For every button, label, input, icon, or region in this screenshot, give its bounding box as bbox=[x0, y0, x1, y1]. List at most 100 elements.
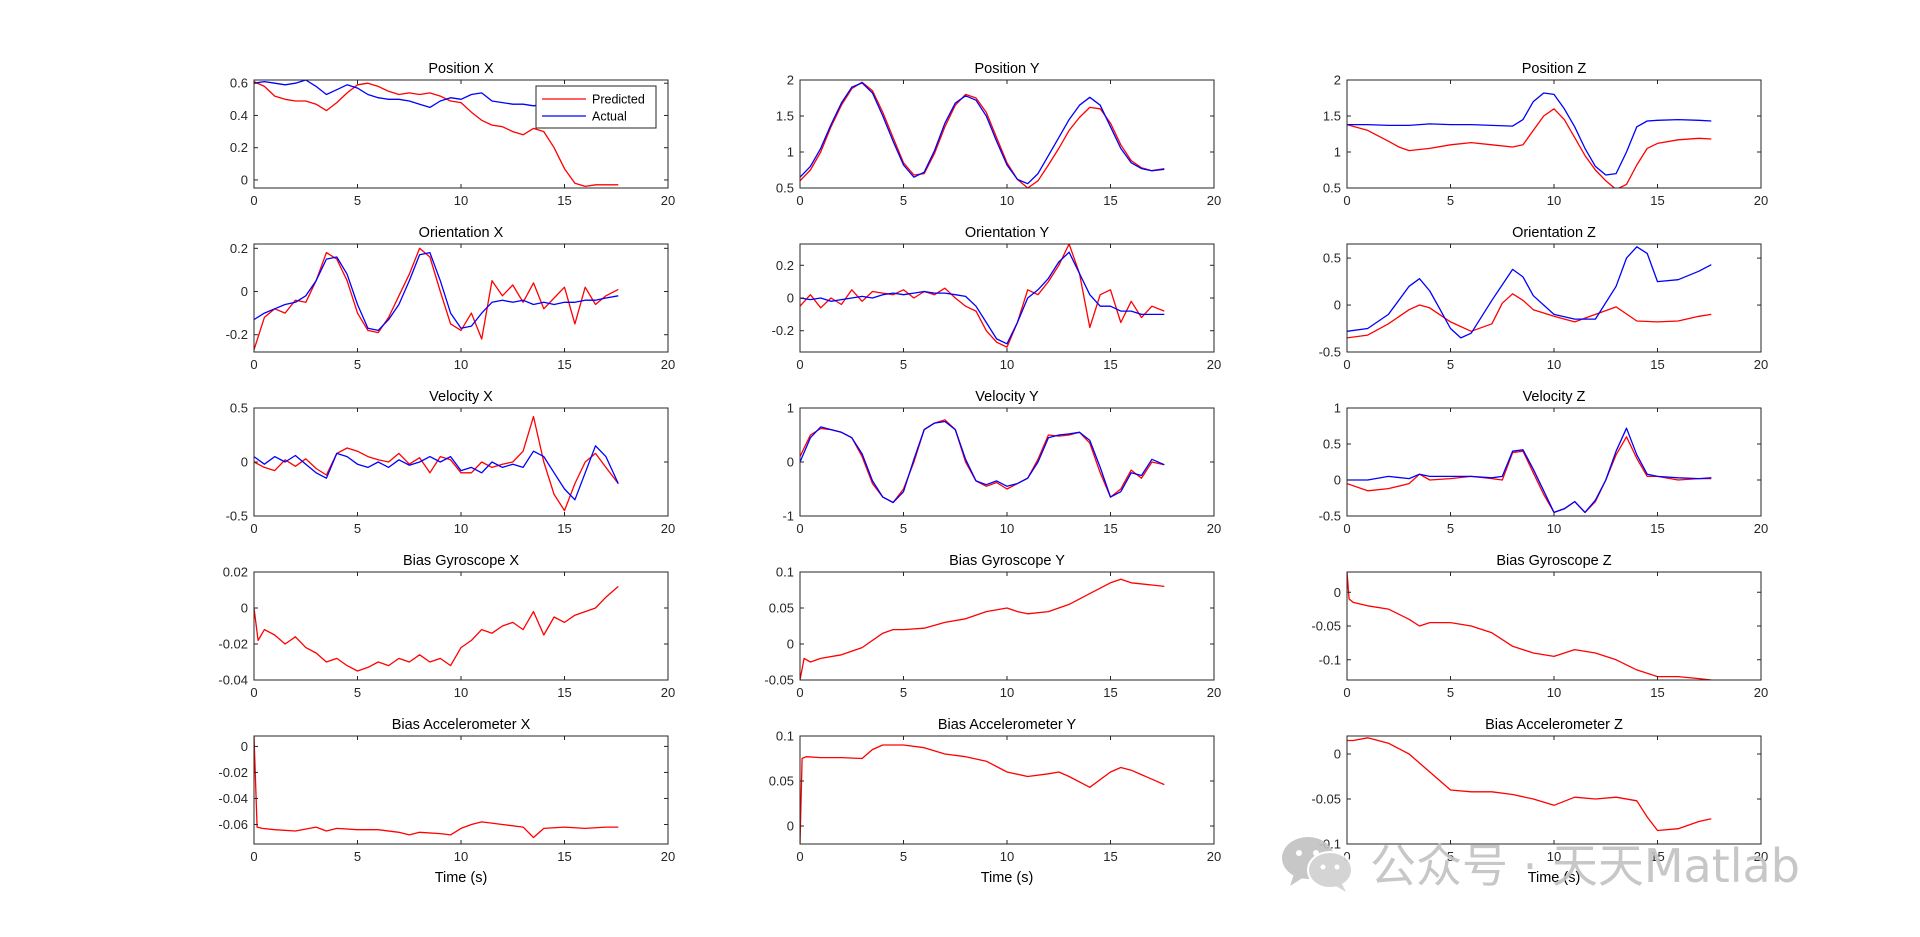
y-tick-label: -0.04 bbox=[218, 673, 248, 688]
y-tick-label: -0.02 bbox=[218, 765, 248, 780]
x-tick-label: 10 bbox=[454, 685, 468, 700]
x-tick-label: 0 bbox=[250, 685, 257, 700]
subplot-bias-gyroscope-z: Bias Gyroscope Z 0 5 10 15 20 -0.1 -0.05 0 bbox=[1311, 553, 1768, 700]
y-tick-label: 0.6 bbox=[230, 76, 248, 91]
subplot-title: Bias Gyroscope Y bbox=[949, 553, 1065, 569]
subplot-title: Position Z bbox=[1522, 61, 1587, 77]
y-tick-label: 0 bbox=[787, 291, 794, 306]
axes-box bbox=[1346, 243, 1762, 353]
x-tick-label: 5 bbox=[1447, 685, 1454, 700]
subplot-bias-accelerometer-x: Bias Accelerometer X 0 5 10 15 20 -0.06 -0.04 -0… bbox=[218, 717, 675, 886]
series-line-actual bbox=[800, 251, 1165, 345]
subplot-bias-gyroscope-x: Bias Gyroscope X 0 5 10 15 20 -0.04 -0.02 0 0.02 bbox=[218, 553, 675, 700]
series-line-actual bbox=[800, 420, 1165, 504]
axes-box bbox=[799, 243, 1215, 353]
y-tick-label: 0 bbox=[241, 601, 248, 616]
x-tick-label: 15 bbox=[557, 685, 571, 700]
series-line-predicted bbox=[800, 578, 1165, 680]
x-tick-label: 15 bbox=[557, 849, 571, 864]
x-tick-label: 0 bbox=[250, 521, 257, 536]
legend-box bbox=[535, 85, 657, 129]
subplot-title: Orientation Y bbox=[965, 225, 1050, 241]
x-tick-label: 5 bbox=[354, 357, 361, 372]
y-tick-label: 0.5 bbox=[230, 401, 248, 416]
x-tick-label: 10 bbox=[1547, 849, 1561, 864]
y-tick-label: -0.04 bbox=[218, 791, 248, 806]
x-tick-label: 0 bbox=[250, 357, 257, 372]
subplot-title: Bias Gyroscope Z bbox=[1496, 553, 1611, 569]
series-line-predicted bbox=[800, 244, 1165, 348]
y-tick-label: 1 bbox=[1334, 401, 1341, 416]
y-tick-label: -0.1 bbox=[1319, 652, 1341, 667]
subplot-title: Bias Gyroscope X bbox=[403, 553, 519, 569]
y-tick-label: 0.5 bbox=[776, 181, 794, 196]
x-tick-label: 15 bbox=[1650, 357, 1664, 372]
x-tick-label: 15 bbox=[557, 193, 571, 208]
x-tick-label: 15 bbox=[1103, 685, 1117, 700]
x-tick-label: 10 bbox=[1547, 357, 1561, 372]
y-tick-label: 0 bbox=[1334, 747, 1341, 762]
series-line-predicted bbox=[1347, 436, 1712, 514]
subplot-title: Position X bbox=[428, 61, 494, 77]
x-tick-label: 0 bbox=[1343, 521, 1350, 536]
series-line-actual bbox=[1347, 246, 1712, 339]
axes-box bbox=[1346, 407, 1762, 517]
y-tick-label: 0 bbox=[787, 455, 794, 470]
y-tick-label: -0.02 bbox=[218, 637, 248, 652]
x-tick-label: 5 bbox=[354, 685, 361, 700]
subplot-velocity-y: Velocity Y0 5 10 15 20-101 bbox=[782, 389, 1221, 536]
y-tick-label: 0 bbox=[241, 739, 248, 754]
x-tick-label: 20 bbox=[1754, 685, 1768, 700]
series-line-actual bbox=[254, 251, 619, 332]
y-tick-label: -0.05 bbox=[1311, 792, 1341, 807]
x-tick-label: 10 bbox=[1547, 193, 1561, 208]
x-tick-label: 10 bbox=[1000, 685, 1014, 700]
x-tick-label: 5 bbox=[900, 357, 907, 372]
x-tick-label: 0 bbox=[796, 357, 803, 372]
series-line-actual bbox=[800, 82, 1165, 185]
x-tick-label: 5 bbox=[354, 193, 361, 208]
y-tick-label: -1 bbox=[782, 509, 794, 524]
series-line-actual bbox=[1347, 92, 1712, 176]
y-tick-label: 0.5 bbox=[1323, 181, 1341, 196]
y-tick-label: -0.05 bbox=[764, 673, 794, 688]
y-tick-label: 0 bbox=[1334, 473, 1341, 488]
y-tick-label: 0.05 bbox=[769, 601, 794, 616]
y-tick-label: -0.05 bbox=[1311, 619, 1341, 634]
axes-box bbox=[799, 79, 1215, 189]
series-line-actual bbox=[254, 445, 619, 501]
x-tick-label: 20 bbox=[1207, 193, 1221, 208]
x-tick-label: 20 bbox=[1207, 685, 1221, 700]
series-line-predicted bbox=[254, 736, 619, 839]
x-tick-label: 0 bbox=[796, 521, 803, 536]
subplot-velocity-z: Velocity Z0 5 10 15 20-0.500.51 bbox=[1319, 389, 1769, 536]
subplot-orientation-y: Orientation Y 0 5 10 15 20 -0.2 0 0.2 bbox=[772, 225, 1222, 372]
subplot-title: Bias Accelerometer Z bbox=[1485, 717, 1623, 733]
x-tick-label: 15 bbox=[1103, 357, 1117, 372]
axes-box bbox=[253, 571, 669, 681]
subplot-position-y: Position Y 0 5 10 15 20 0.5 1 1.5 2 bbox=[776, 61, 1221, 208]
y-tick-label: 1 bbox=[787, 145, 794, 160]
x-tick-label: 20 bbox=[1754, 521, 1768, 536]
y-tick-label: 1.5 bbox=[1323, 109, 1341, 124]
y-tick-label: 0.02 bbox=[223, 565, 248, 580]
subplot-title: Bias Accelerometer Y bbox=[938, 717, 1077, 733]
series-line-predicted bbox=[1347, 572, 1712, 680]
y-tick-label: 0 bbox=[1334, 585, 1341, 600]
series-line-actual bbox=[1347, 427, 1712, 514]
x-tick-label: 5 bbox=[1447, 849, 1454, 864]
subplot-title: Velocity X bbox=[429, 389, 493, 405]
x-tick-label: 0 bbox=[1343, 849, 1350, 864]
watermark-text: 公众号 · 天天Matlab bbox=[1370, 839, 1800, 893]
x-tick-label: 20 bbox=[661, 685, 675, 700]
x-tick-label: 20 bbox=[1754, 849, 1768, 864]
x-tick-label: 10 bbox=[454, 849, 468, 864]
y-tick-label: 1.5 bbox=[776, 109, 794, 124]
series-line-predicted bbox=[254, 81, 619, 188]
series-line-predicted bbox=[1347, 108, 1712, 188]
axes-box bbox=[799, 735, 1215, 845]
y-tick-label: 0 bbox=[1334, 298, 1341, 313]
subplot-title: Orientation X bbox=[419, 225, 504, 241]
subplot-orientation-x: Orientation X0 5 10 15 20-0.200.2 bbox=[226, 225, 676, 372]
subplot-position-z: Position Z 0 5 10 15 20 0.5 1 1.5 2 bbox=[1323, 61, 1768, 208]
